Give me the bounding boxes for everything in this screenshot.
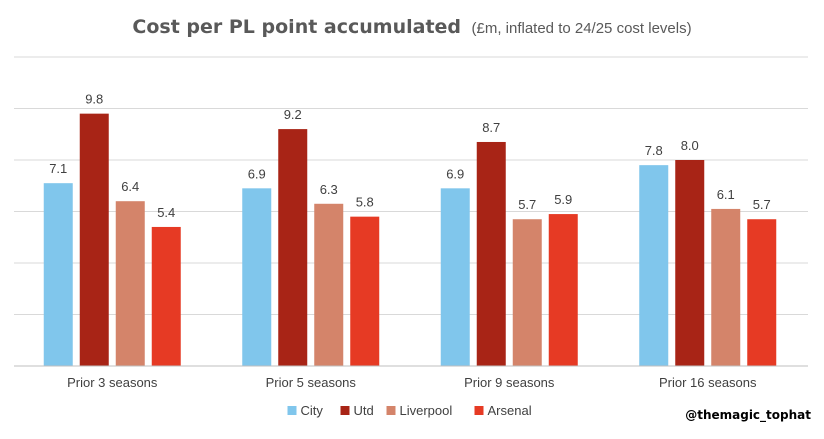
bar-liverpool-3 xyxy=(512,219,542,366)
bar-liverpool-1 xyxy=(115,201,145,366)
data-label-utd-3: 8.7 xyxy=(482,120,500,135)
legend-swatch-utd xyxy=(340,406,350,415)
bar-arsenal-3 xyxy=(548,214,578,366)
data-label-utd-1: 9.8 xyxy=(85,92,103,107)
legend-swatch-arsenal xyxy=(474,406,484,415)
bar-liverpool-4 xyxy=(711,208,741,366)
data-label-arsenal-4: 5.7 xyxy=(753,197,771,212)
data-label-liverpool-1: 6.4 xyxy=(121,179,139,194)
bar-utd-4 xyxy=(675,160,705,366)
bar-city-4 xyxy=(639,165,669,366)
chart-title: Cost per PL point accumulated (£m, infla… xyxy=(132,16,691,38)
category-label-4: Prior 16 seasons xyxy=(659,375,757,390)
category-label-1: Prior 3 seasons xyxy=(67,375,158,390)
chart-title-main: Cost per PL point accumulated xyxy=(132,16,461,38)
legend-label-liverpool: Liverpool xyxy=(400,403,453,418)
bar-arsenal-4 xyxy=(747,219,777,366)
credit-handle: @themagic_tophat xyxy=(685,408,811,423)
data-label-city-4: 7.8 xyxy=(645,143,663,158)
bar-arsenal-1 xyxy=(151,226,181,366)
legend-label-city: City xyxy=(301,403,324,418)
data-label-liverpool-4: 6.1 xyxy=(717,187,735,202)
bar-utd-3 xyxy=(476,141,506,366)
bar-liverpool-2 xyxy=(314,203,344,366)
bar-city-2 xyxy=(242,188,272,366)
legend-swatch-liverpool xyxy=(386,406,396,415)
legend-label-utd: Utd xyxy=(354,403,374,418)
data-label-arsenal-1: 5.4 xyxy=(157,205,175,220)
bar-city-3 xyxy=(440,188,470,366)
legend: City Utd Liverpool Arsenal xyxy=(287,403,532,418)
data-label-arsenal-3: 5.9 xyxy=(554,192,572,207)
bar-utd-1 xyxy=(79,113,109,367)
data-labels: 7.1 9.8 6.4 5.4 6.9 9.2 6.3 5.8 6.9 8.7 5.7 5.9 7.8 8… xyxy=(49,92,771,220)
data-label-utd-4: 8.0 xyxy=(681,138,699,153)
category-label-3: Prior 9 seasons xyxy=(464,375,555,390)
bar-utd-2 xyxy=(278,129,308,366)
data-label-city-1: 7.1 xyxy=(49,161,67,176)
chart-subtitle: (£m, inflated to 24/25 cost levels) xyxy=(471,20,691,37)
x-axis: Prior 3 seasons Prior 5 seasons Prior 9 se… xyxy=(14,365,808,390)
data-label-city-2: 6.9 xyxy=(248,166,266,181)
legend-label-arsenal: Arsenal xyxy=(488,403,532,418)
bars xyxy=(43,113,777,367)
bar-arsenal-2 xyxy=(350,216,380,366)
data-label-arsenal-2: 5.8 xyxy=(356,195,374,210)
legend-swatch-city xyxy=(287,406,297,415)
data-label-city-3: 6.9 xyxy=(446,166,464,181)
bar-city-1 xyxy=(43,183,73,366)
data-label-utd-2: 9.2 xyxy=(284,107,302,122)
category-label-2: Prior 5 seasons xyxy=(266,375,357,390)
data-label-liverpool-3: 5.7 xyxy=(518,197,536,212)
data-label-liverpool-2: 6.3 xyxy=(320,182,338,197)
